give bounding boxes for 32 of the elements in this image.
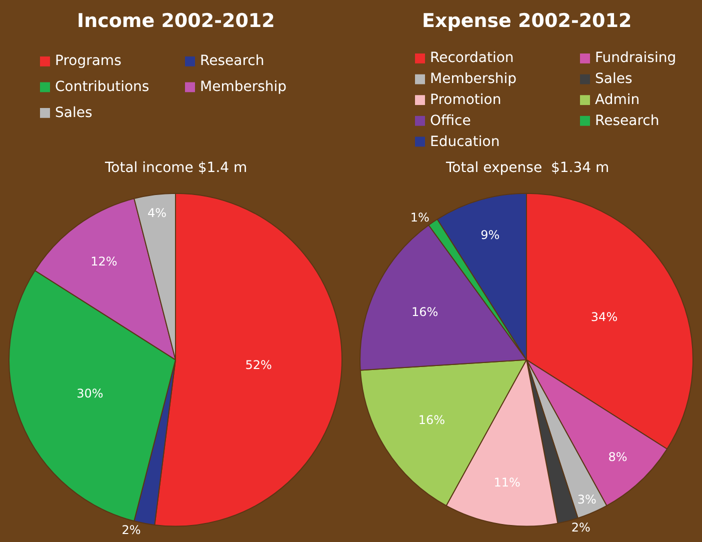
legend-label: Education: [430, 134, 500, 150]
data-label: 16%: [412, 304, 438, 319]
data-label: 2%: [122, 523, 141, 538]
legend-label: Admin: [595, 92, 640, 108]
data-label: 2%: [571, 520, 590, 535]
chart-title: Expense 2002-2012: [422, 10, 632, 32]
legend-label: Fundraising: [595, 50, 676, 66]
legend-label: Research: [200, 53, 264, 69]
legend-label: Contributions: [55, 79, 150, 95]
data-label: 9%: [480, 228, 500, 242]
data-label: 34%: [590, 310, 618, 324]
legend-label: Research: [595, 113, 660, 129]
data-label: 12%: [90, 254, 118, 268]
data-label: 30%: [76, 386, 104, 401]
legend-label: Sales: [595, 71, 632, 87]
data-label: 16%: [418, 412, 445, 427]
legend-label: Membership: [200, 79, 287, 95]
data-label: 52%: [245, 358, 272, 372]
data-label: 4%: [147, 206, 166, 220]
legend-label: Office: [430, 113, 471, 129]
legend-label: Sales: [55, 105, 92, 121]
data-label: 11%: [494, 476, 520, 490]
legend-label: Membership: [430, 71, 517, 87]
data-label: 3%: [577, 492, 596, 506]
data-label: 1%: [410, 210, 430, 224]
legend-label: Recordation: [430, 50, 514, 66]
data-label: 8%: [608, 450, 628, 464]
legend-label: Programs: [55, 53, 122, 69]
legend-label: Promotion: [430, 92, 502, 108]
text: Total income $1.4 m: [104, 160, 248, 176]
chart-title: Income 2002-2012: [77, 10, 275, 32]
text: Total expense $1.34 m: [445, 160, 610, 176]
